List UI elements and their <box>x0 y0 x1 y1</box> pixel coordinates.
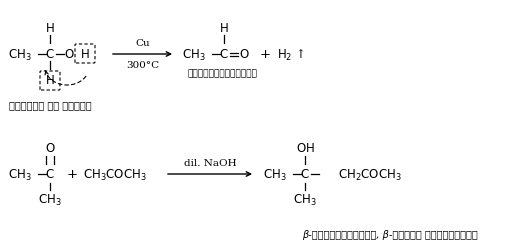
Text: $\mathsf{CH_3}$: $\mathsf{CH_3}$ <box>182 47 206 62</box>
Text: $\mathsf{H}$: $\mathsf{H}$ <box>80 48 90 61</box>
Text: β-हाइड्रॉक्सी, β-मेथिल पेन्टानोन: β-हाइड्रॉक्सी, β-मेथिल पेन्टानोन <box>302 229 478 239</box>
Text: $\mathsf{CH_3}$: $\mathsf{CH_3}$ <box>293 192 317 207</box>
Text: $\mathsf{C}$: $\mathsf{C}$ <box>45 48 55 61</box>
Text: $\mathsf{CH_3}$: $\mathsf{CH_3}$ <box>38 192 62 207</box>
Text: $\mathsf{C}$: $\mathsf{C}$ <box>219 48 229 61</box>
Text: $+$: $+$ <box>66 168 78 181</box>
Text: $\mathsf{CH_3}$: $\mathsf{CH_3}$ <box>263 167 286 182</box>
Text: Cu: Cu <box>136 39 150 48</box>
Text: $\mathsf{OH}$: $\mathsf{OH}$ <box>296 141 314 154</box>
Text: $\mathsf{CH_2COCH_3}$: $\mathsf{CH_2COCH_3}$ <box>338 167 402 182</box>
Text: $\mathsf{H}$: $\mathsf{H}$ <box>45 22 55 34</box>
Text: $\mathsf{H_2}$: $\mathsf{H_2}$ <box>277 47 293 62</box>
Text: $\mathsf{C}$: $\mathsf{C}$ <box>300 168 310 181</box>
Text: $\mathsf{H}$: $\mathsf{H}$ <box>45 73 55 86</box>
Text: $\mathsf{O}$: $\mathsf{O}$ <box>45 141 55 154</box>
Text: $\mathsf{C}$: $\mathsf{C}$ <box>45 168 55 181</box>
Text: ↑: ↑ <box>295 48 305 61</box>
Text: $\mathsf{O}$: $\mathsf{O}$ <box>239 48 249 61</box>
Text: एसीटेल्डिहाइड: एसीटेल्डिहाइड <box>187 69 257 78</box>
Text: $\mathsf{O}$: $\mathsf{O}$ <box>64 48 75 61</box>
Text: $\mathsf{H}$: $\mathsf{H}$ <box>219 22 229 34</box>
Text: $\mathsf{CH_3}$: $\mathsf{CH_3}$ <box>8 47 32 62</box>
Text: $\mathsf{CH_3}$: $\mathsf{CH_3}$ <box>8 167 32 182</box>
Text: dil. NaOH: dil. NaOH <box>184 158 236 167</box>
Text: $\mathsf{CH_3COCH_3}$: $\mathsf{CH_3COCH_3}$ <box>83 167 147 182</box>
Text: 300°C: 300°C <box>126 60 160 69</box>
Text: $+$: $+$ <box>259 48 271 61</box>
Text: एसीटोन का संघनन: एसीटोन का संघनन <box>9 100 91 110</box>
